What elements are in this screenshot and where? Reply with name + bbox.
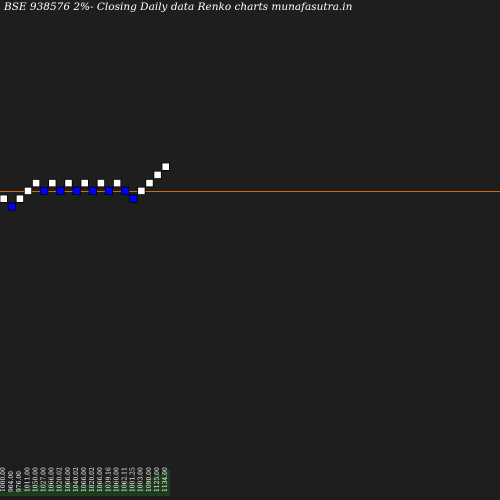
down-brick [104, 186, 114, 195]
up-brick [96, 178, 105, 188]
up-brick [137, 186, 146, 195]
x-tick-label: 1039.16 [105, 467, 112, 492]
up-brick [32, 178, 41, 188]
up-brick [80, 178, 89, 188]
x-tick-label: 1066.00 [81, 467, 88, 492]
up-brick [153, 170, 162, 179]
x-tick-label: 976.00 [16, 471, 23, 492]
down-brick [56, 186, 65, 195]
down-brick [72, 186, 81, 195]
x-tick-label: 1003.00 [138, 467, 145, 492]
x-tick-label: 1011.00 [24, 467, 31, 492]
chart-title: BSE 938576 2%- Closing Daily data Renko … [4, 1, 353, 13]
x-tick-label: 1020.02 [57, 467, 64, 492]
down-brick [40, 186, 49, 195]
up-brick [0, 194, 8, 203]
x-tick-label: 1125.00 [154, 467, 161, 492]
x-tick-label: 1040.02 [73, 467, 80, 492]
up-brick [145, 178, 154, 188]
down-brick [88, 186, 97, 195]
up-brick [15, 194, 25, 203]
up-brick [161, 162, 170, 171]
x-tick-label: 1027.00 [41, 467, 48, 492]
up-brick [48, 178, 57, 188]
up-brick [64, 178, 73, 188]
x-tick-label: 1060.00 [113, 467, 120, 492]
x-tick-label: 1062.11 [122, 467, 129, 492]
up-brick [23, 186, 33, 195]
x-tick-label: 1020.02 [89, 467, 96, 492]
x-tick-label: 1066.00 [65, 467, 72, 492]
down-brick [7, 202, 16, 211]
up-brick [113, 178, 122, 188]
down-brick [121, 186, 130, 195]
volume-area [0, 470, 171, 496]
x-tick-label: 1050.00 [32, 467, 39, 492]
x-tick-label: 1090.00 [146, 467, 153, 492]
down-brick [129, 194, 138, 203]
x-tick-label: 1001.25 [130, 467, 137, 492]
x-tick-label: 1066.00 [97, 467, 104, 492]
x-tick-label: 1000.00 [0, 467, 7, 492]
x-tick-label: 964.00 [8, 471, 15, 492]
x-tick-label: 1134.00 [162, 467, 169, 492]
x-tick-label: 1066.00 [49, 467, 56, 492]
